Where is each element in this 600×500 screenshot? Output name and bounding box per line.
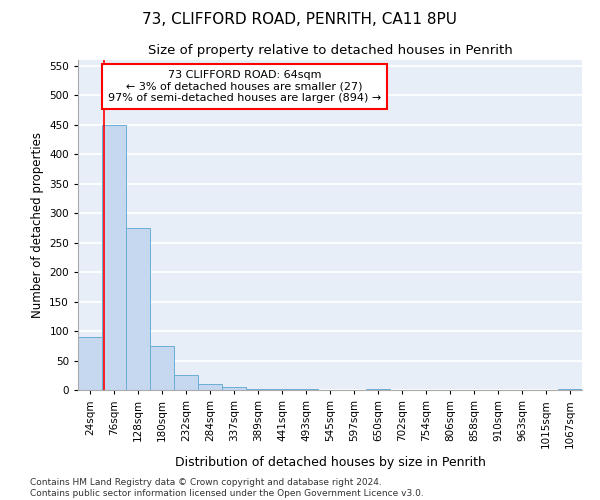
Bar (78, 337, 102, 390)
Text: 73, CLIFFORD ROAD, PENRITH, CA11 8PU: 73, CLIFFORD ROAD, PENRITH, CA11 8PU (143, 12, 458, 28)
Bar (150, 346, 174, 390)
Bar (366, 389, 390, 390)
Text: 73 CLIFFORD ROAD: 64sqm
← 3% of detached houses are smaller (27)
97% of semi-det: 73 CLIFFORD ROAD: 64sqm ← 3% of detached… (107, 70, 381, 103)
Text: Contains HM Land Registry data © Crown copyright and database right 2024.
Contai: Contains HM Land Registry data © Crown c… (30, 478, 424, 498)
X-axis label: Distribution of detached houses by size in Penrith: Distribution of detached houses by size … (175, 456, 485, 469)
Bar (198, 384, 222, 390)
Bar (246, 389, 270, 390)
Y-axis label: Number of detached properties: Number of detached properties (31, 132, 44, 318)
Bar (558, 389, 582, 390)
Title: Size of property relative to detached houses in Penrith: Size of property relative to detached ho… (148, 44, 512, 58)
Bar (102, 125, 126, 390)
Bar (174, 376, 198, 390)
Bar (126, 228, 150, 390)
Bar (222, 387, 246, 390)
